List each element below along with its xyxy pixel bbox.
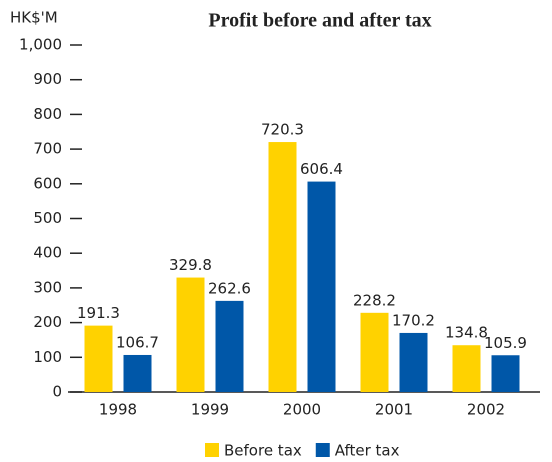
bar: [176, 277, 205, 392]
value-label: 606.4: [300, 160, 343, 178]
y-tick-label: 400: [33, 244, 62, 262]
x-tick-label: 2000: [283, 401, 321, 419]
y-tick-label: 300: [33, 278, 62, 296]
legend-label: Before tax: [224, 442, 302, 460]
value-label: 262.6: [208, 279, 251, 297]
y-tick-label: 0: [52, 383, 62, 401]
bar: [123, 354, 152, 392]
x-tick-label: 1999: [191, 401, 229, 419]
x-tick-label: 2002: [467, 401, 505, 419]
value-label: 106.7: [116, 333, 159, 351]
legend-swatch: [205, 443, 219, 457]
bar: [84, 325, 113, 392]
x-tick-label: 2001: [375, 401, 413, 419]
bar: [491, 355, 520, 392]
legend-swatch: [315, 443, 330, 457]
chart-title: Profit before and after tax: [208, 10, 431, 32]
bar: [399, 332, 428, 392]
y-tick-label: 500: [33, 209, 62, 227]
value-label: 228.2: [353, 291, 396, 309]
y-tick-label: 100: [33, 348, 62, 366]
bar: [215, 300, 244, 392]
value-label: 134.8: [445, 324, 488, 342]
bar: [360, 312, 389, 392]
bar: [268, 142, 297, 392]
bar: [307, 181, 336, 392]
x-tick-label: 1998: [99, 401, 137, 419]
value-label: 105.9: [484, 334, 527, 352]
y-tick-label: 1,000: [19, 36, 62, 54]
value-label: 329.8: [169, 256, 212, 274]
value-label: 170.2: [392, 311, 435, 329]
y-tick-label: 700: [33, 140, 62, 158]
y-tick-label: 600: [33, 174, 62, 192]
y-axis-label: HK$'M: [10, 9, 58, 27]
value-label: 720.3: [261, 121, 304, 139]
value-label: 191.3: [77, 304, 120, 322]
legend-label: After tax: [335, 442, 400, 460]
y-tick-label: 900: [33, 70, 62, 88]
bar: [452, 345, 481, 392]
y-tick-label: 200: [33, 313, 62, 331]
y-tick-label: 800: [33, 105, 62, 123]
